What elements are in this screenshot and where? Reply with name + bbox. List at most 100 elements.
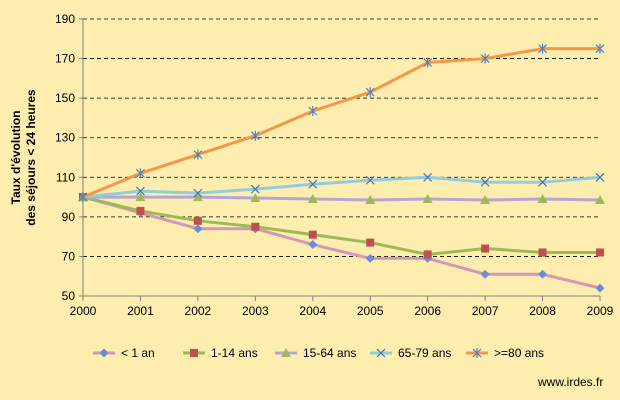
data-point	[78, 192, 88, 203]
x-tick-label: 2003	[242, 304, 269, 318]
data-point	[480, 195, 491, 205]
data-point	[595, 172, 605, 182]
marker-stroke	[480, 177, 490, 187]
data-point	[250, 193, 261, 203]
legend-label: < 1 an	[121, 346, 155, 360]
legend-item: 1-14 ans	[183, 346, 258, 360]
source-label: www.irdes.fr	[537, 375, 603, 389]
legend-item: 15-64 ans	[275, 346, 356, 360]
data-point	[365, 175, 375, 185]
series-line	[82, 47, 600, 199]
series-line	[82, 195, 600, 256]
data-point	[308, 106, 318, 117]
data-point	[192, 192, 203, 202]
series-line	[83, 195, 601, 202]
data-point	[538, 43, 547, 54]
marker-stroke	[376, 348, 386, 358]
y-tick-label: 170	[55, 52, 75, 66]
x-tick-label: 2005	[357, 304, 384, 318]
data-point	[193, 216, 202, 225]
data-point	[537, 194, 548, 204]
data-point	[480, 269, 490, 279]
x-tick-label: 2008	[529, 304, 556, 318]
data-point	[366, 238, 375, 247]
data-point	[136, 206, 145, 215]
data-point	[193, 224, 203, 234]
x-tick-label: 2001	[127, 304, 154, 318]
marker-stroke	[193, 188, 203, 198]
legend-label: 65-79 ans	[398, 346, 451, 360]
data-point	[250, 130, 260, 141]
legend-item: < 1 an	[93, 346, 155, 360]
marker-stroke	[250, 184, 260, 194]
legend: < 1 an 1-14 ans 15-64 ans 65-79 ans >=80 ans	[93, 346, 544, 360]
series-line	[82, 195, 601, 290]
data-point	[423, 172, 433, 182]
series-1	[79, 193, 604, 259]
data-point	[365, 87, 375, 98]
y-axis-title-text: Taux d'évolutiondes séjours < 24 heures	[9, 89, 38, 226]
data-point	[251, 222, 260, 231]
x-tick-label: 2009	[587, 304, 614, 318]
legend-label: 15-64 ans	[303, 346, 356, 360]
data-point	[135, 192, 146, 202]
data-point	[136, 168, 145, 179]
tick-labels: 50 70 90 110 130 150 170 190 2000 2001 2002 2003 200…	[55, 12, 614, 318]
data-point	[308, 230, 317, 239]
series-0	[78, 192, 605, 293]
axes	[79, 18, 601, 301]
x-tick-label: 2002	[185, 304, 212, 318]
data-point	[538, 177, 547, 187]
series-line	[82, 175, 601, 199]
marker-stroke	[423, 172, 433, 182]
marker-stroke	[595, 172, 605, 182]
y-tick-label: 190	[55, 12, 75, 26]
data-point	[480, 53, 490, 64]
legend-item: 65-79 ans	[370, 346, 451, 360]
data-point	[250, 184, 260, 194]
data-point	[422, 194, 433, 204]
data-point	[595, 43, 605, 54]
series-group	[78, 43, 605, 293]
series-3	[78, 172, 605, 202]
y-axis-title: Taux d'évolutiondes séjours < 24 heures	[9, 89, 38, 226]
marker-stroke	[365, 175, 375, 185]
legend-swatch-marker	[190, 349, 198, 357]
data-point	[595, 283, 605, 293]
data-point	[596, 248, 604, 257]
data-point	[538, 269, 548, 279]
x-tick-label: 2007	[472, 304, 499, 318]
y-tick-label: 110	[56, 170, 75, 184]
series-2	[78, 192, 605, 205]
data-point	[423, 57, 433, 68]
data-point	[538, 248, 547, 257]
x-tick-label: 2004	[299, 304, 326, 318]
data-point	[365, 253, 375, 263]
data-point	[365, 195, 376, 205]
legend-label: >=80 ans	[494, 346, 544, 360]
series-4	[78, 43, 605, 203]
y-tick-label: 50	[62, 289, 76, 303]
data-point	[193, 149, 203, 160]
legend-swatch-marker	[99, 348, 109, 358]
grid-lines	[83, 18, 600, 257]
y-axis-title-line: Taux d'évolution	[9, 111, 23, 205]
y-tick-label: 90	[62, 210, 76, 224]
data-point	[136, 186, 145, 196]
data-point	[595, 195, 605, 205]
legend-item: >=80 ans	[466, 346, 544, 360]
y-tick-label: 130	[55, 131, 75, 145]
x-tick-label: 2006	[414, 304, 441, 318]
y-tick-label: 70	[62, 249, 76, 263]
marker-stroke	[136, 186, 145, 196]
data-point	[423, 250, 432, 259]
marker-stroke	[308, 179, 318, 189]
legend-swatch-marker	[281, 348, 291, 357]
data-point	[308, 179, 318, 189]
marker-stroke	[538, 177, 547, 187]
x-tick-label: 2000	[70, 304, 97, 318]
data-point	[308, 240, 318, 250]
data-point	[481, 244, 490, 253]
